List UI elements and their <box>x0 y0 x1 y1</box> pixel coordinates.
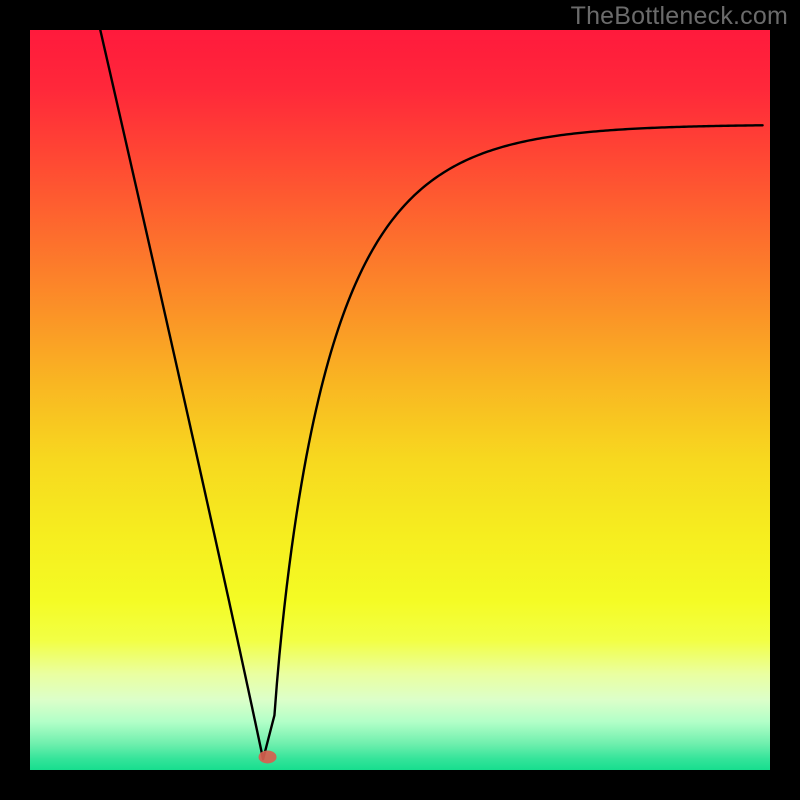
chart-svg <box>0 0 800 800</box>
watermark-text: TheBottleneck.com <box>571 2 788 31</box>
plot-background <box>30 30 770 770</box>
marker-dot <box>259 750 277 763</box>
chart-frame: TheBottleneck.com <box>0 0 800 800</box>
